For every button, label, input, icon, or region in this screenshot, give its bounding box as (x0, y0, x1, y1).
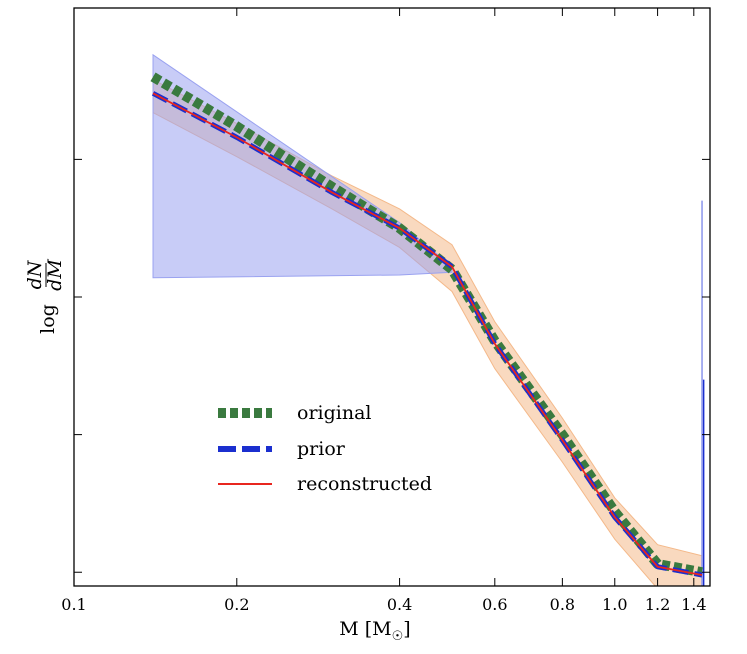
y-axis-label-log: log (37, 304, 59, 334)
x-tick-label: 0.4 (387, 595, 412, 614)
y-axis-label-denominator: dM (44, 259, 66, 291)
legend: original prior reconstructed (218, 402, 432, 495)
y-axis-label: log dN dM (24, 259, 66, 334)
legend-label-reconstructed: reconstructed (297, 473, 432, 495)
plot-area (150, 53, 705, 586)
x-tick-label: 1.4 (681, 595, 706, 614)
y-axis-label-numerator: dN (24, 259, 46, 289)
x-axis-label: M [M☉] (339, 618, 410, 644)
x-tick-label: 0.2 (224, 595, 249, 614)
x-tick-label: 0.8 (550, 595, 575, 614)
y-axis (74, 158, 710, 573)
series-line-reconstructed (152, 92, 703, 576)
x-tick-label: 0.6 (482, 595, 507, 614)
x-tick-label: 1.0 (602, 595, 627, 614)
x-tick-label: 1.2 (645, 595, 670, 614)
x-tick-label: 0.1 (61, 595, 86, 614)
legend-label-prior: prior (297, 438, 346, 460)
legend-label-original: original (297, 402, 371, 424)
x-axis: 0.1 0.2 0.4 0.6 0.8 1.0 1.2 1.4 (61, 8, 707, 614)
